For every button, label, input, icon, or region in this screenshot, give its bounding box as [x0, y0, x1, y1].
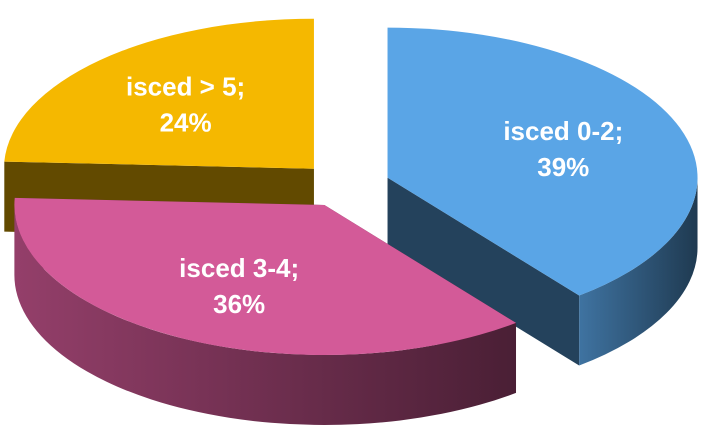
data-label: isced > 5; 24% — [126, 72, 245, 138]
label-category: isced > 5; — [126, 72, 245, 102]
slice: isced 3-4; 36% — [14, 197, 517, 425]
slice-top — [387, 27, 698, 296]
slice: isced 0-2; 39% — [387, 27, 698, 366]
label-category: isced 3-4; — [179, 253, 299, 283]
slice-side — [14, 204, 517, 425]
slice-top — [4, 18, 314, 169]
label-category: isced 0-2; — [503, 116, 623, 146]
data-label: isced 0-2; 39% — [503, 116, 623, 182]
label-value: 36% — [213, 289, 265, 319]
slice-side — [579, 177, 698, 366]
slice-top — [14, 197, 517, 355]
label-value: 24% — [160, 108, 212, 138]
data-label: isced 3-4; 36% — [179, 253, 299, 319]
slice-cut-face — [387, 177, 580, 366]
label-value: 39% — [537, 152, 589, 182]
